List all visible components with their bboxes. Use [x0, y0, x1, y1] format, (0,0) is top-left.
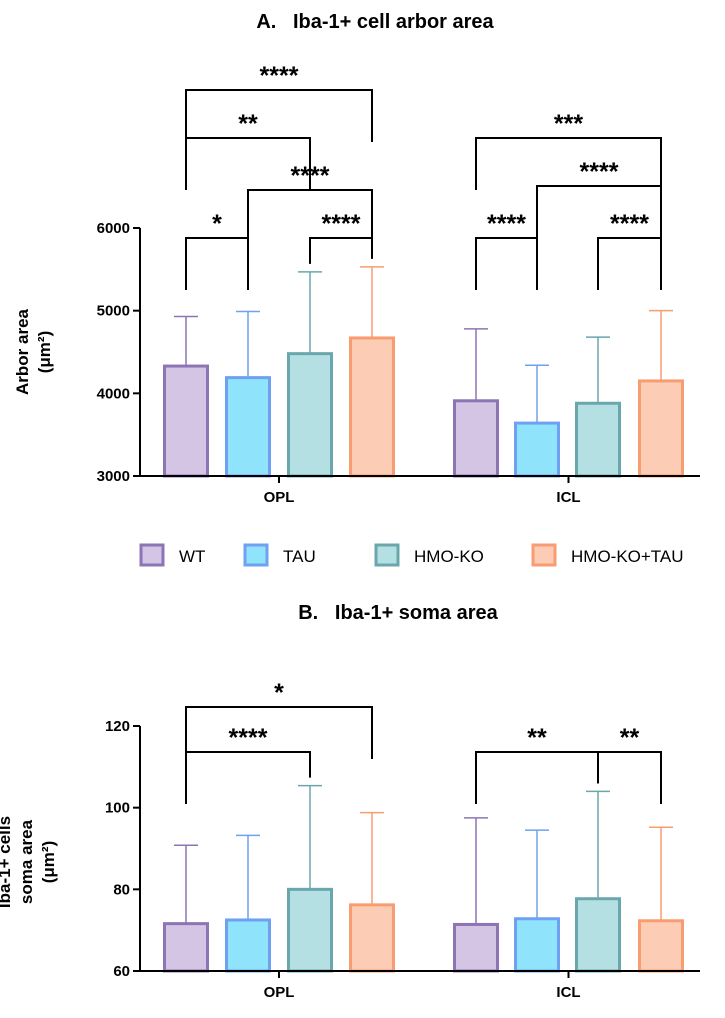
chart-a-bar-hmo-ko+tau-icl — [638, 379, 684, 478]
chart-a-ytick-label-4000: 4000 — [97, 385, 130, 402]
chart-a-bar-hmo-ko-opl — [287, 352, 333, 478]
chart-a-ylabel: Arbor area (μm²) — [13, 308, 54, 395]
chart-b-ylabel-line-3: (μm²) — [39, 841, 58, 884]
chart-a-sig-label-3: ** — [238, 110, 258, 138]
chart-a-sig-bracket-3 — [185, 137, 311, 190]
chart-a-sig-label-4: **** — [260, 62, 299, 90]
chart-a-bar-hmo-ko-icl — [575, 401, 621, 478]
chart-b-sig-bracket-0 — [185, 751, 311, 804]
chart-b-ytick-label-60: 60 — [113, 963, 130, 980]
chart-b-bar-hmo-ko-icl — [575, 897, 621, 973]
chart-b-category-label-icl: ICL — [556, 984, 580, 1001]
chart-b-sig-label-2: ** — [527, 724, 547, 752]
chart-a-ytick-label-5000: 5000 — [97, 303, 130, 320]
chart-a-bar-tau-opl — [225, 376, 271, 478]
chart-b-ylabel-line-2: soma area — [17, 819, 36, 904]
chart-a-category-label-opl: OPL — [264, 489, 295, 506]
chart-b-ytick-label-120: 120 — [105, 718, 130, 735]
chart-b-sig-label-0: **** — [229, 724, 268, 752]
chart-b-sig-bracket-1 — [185, 706, 373, 759]
chart-a-ytick-label-3000: 3000 — [97, 468, 130, 485]
chart-b-ylabel: Iba-1+ cells soma area (μm²) — [0, 816, 58, 908]
chart-a-category-label-icl: ICL — [556, 489, 580, 506]
chart-b-ytick-label-100: 100 — [105, 800, 130, 817]
chart-a-bar-wt-opl — [163, 364, 209, 478]
chart-a-ytick-label-6000: 6000 — [97, 220, 130, 237]
chart-a-sig-bracket-1 — [309, 237, 373, 264]
legend-label-tau: TAU — [283, 547, 316, 566]
chart-b-bar-tau-icl — [514, 917, 560, 973]
chart-b-sig-bracket-3 — [597, 751, 662, 804]
chart-a-sig-label-7: **** — [580, 158, 619, 186]
chart-a-sig-bracket-8 — [475, 137, 662, 190]
chart-b-bar-hmo-ko-opl — [287, 887, 333, 973]
chart-a-sig-label-8: *** — [554, 110, 583, 138]
legend: WT TAU HMO-KO HMO-KO+TAU — [139, 543, 684, 567]
chart-b-sig-label-3: ** — [620, 724, 640, 752]
chart-a-bar-hmo-ko+tau-opl — [349, 336, 395, 478]
chart-a-sig-label-5: **** — [487, 210, 526, 238]
chart-b-sig-bracket-2 — [475, 751, 599, 804]
chart-b-bar-wt-opl — [163, 922, 209, 973]
chart-a-sig-bracket-7 — [536, 185, 662, 238]
chart-a-sig-label-6: **** — [610, 210, 649, 238]
chart-a-sig-label-0: * — [212, 210, 222, 238]
chart-a-ylabel-line-1: Arbor area — [13, 308, 32, 395]
legend-label-hmo-ko+tau: HMO-KO+TAU — [571, 547, 684, 566]
chart-b-ylabel-line-1: Iba-1+ cells — [0, 816, 14, 908]
chart-a-bar-tau-icl — [514, 421, 560, 478]
chart-b-ytick-label-80: 80 — [113, 881, 130, 898]
legend-swatch-tau — [243, 543, 269, 567]
chart-a-sig-bracket-5 — [475, 237, 538, 290]
legend-swatch-hmo-ko+tau — [531, 543, 557, 567]
chart-a-sig-bracket-6 — [597, 237, 662, 290]
chart-b-bar-wt-icl — [453, 922, 499, 973]
chart-a-sig-label-1: **** — [322, 210, 361, 238]
chart-a-sig-bracket-0 — [185, 237, 249, 290]
legend-swatch-hmo-ko — [374, 543, 400, 567]
chart-b-category-label-opl: OPL — [264, 984, 295, 1001]
legend-label-wt: WT — [179, 547, 205, 566]
chart-b-title: B. Iba-1+ soma area — [298, 602, 498, 624]
legend-label-hmo-ko: HMO-KO — [414, 547, 484, 566]
chart-b-bar-hmo-ko+tau-opl — [349, 903, 395, 973]
chart-b-bar-hmo-ko+tau-icl — [638, 919, 684, 973]
legend-swatch-wt — [139, 543, 165, 567]
chart-a-ylabel-line-2: (μm²) — [35, 331, 54, 374]
chart-b-bar-tau-opl — [225, 918, 271, 973]
chart-a-sig-bracket-4 — [185, 89, 373, 142]
chart-b-sig-label-1: * — [274, 679, 284, 707]
chart-a-bar-wt-icl — [453, 399, 499, 478]
chart-a-title: A. Iba-1+ cell arbor area — [256, 11, 494, 33]
